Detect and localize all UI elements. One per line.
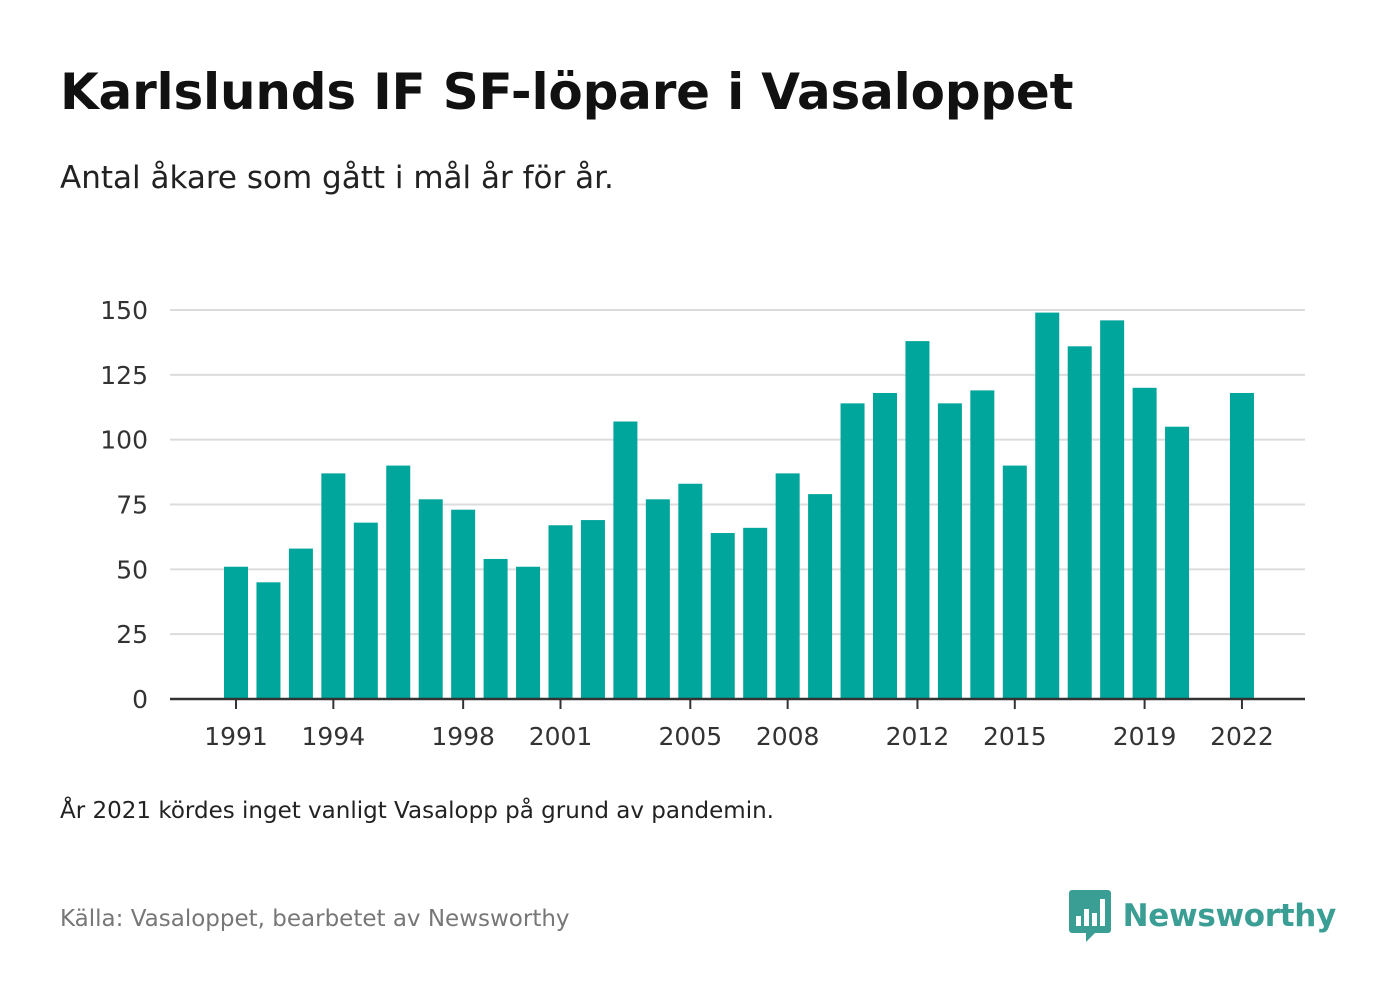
bar-1997 xyxy=(418,499,443,699)
bar-2005 xyxy=(678,483,703,699)
bar-2002 xyxy=(580,520,605,699)
bar-2022 xyxy=(1229,392,1254,699)
chart-subtitle: Antal åkare som gått i mål år för år. xyxy=(60,160,614,196)
x-tick-label-1991: 1991 xyxy=(204,722,268,751)
x-axis xyxy=(170,697,1305,709)
chart-source: Källa: Vasaloppet, bearbetet av Newswort… xyxy=(60,906,570,932)
bar-1994 xyxy=(321,473,346,699)
y-tick-label-25: 25 xyxy=(116,620,148,649)
bar-2020 xyxy=(1165,426,1190,699)
bar-2011 xyxy=(873,392,897,699)
bar-1996 xyxy=(386,465,411,699)
bar-1992 xyxy=(256,582,281,699)
bar-2014 xyxy=(970,390,995,699)
x-tick-label-2019: 2019 xyxy=(1113,722,1177,751)
x-tick-label-1994: 1994 xyxy=(302,722,366,751)
bar-2013 xyxy=(937,403,962,699)
x-axis-tick-labels: 1991 1994 1998 2001 2005 2008 2012 2015 2019 2022 xyxy=(204,722,1274,751)
x-tick-label-2022: 2022 xyxy=(1210,722,1274,751)
x-tick-label-2015: 2015 xyxy=(983,722,1047,751)
bar-2017 xyxy=(1067,346,1092,699)
chart-title: Karlslunds IF SF-löpare i Vasaloppet xyxy=(60,63,1074,121)
bar-2008 xyxy=(775,473,800,699)
bar-2007 xyxy=(743,527,768,699)
bar-2003 xyxy=(613,421,638,699)
brand-name: Newsworthy xyxy=(1122,898,1337,934)
bars xyxy=(224,312,1254,699)
bar-2019 xyxy=(1132,387,1157,699)
bar-2004 xyxy=(645,499,670,699)
bar-2016 xyxy=(1035,312,1060,699)
y-tick-label-100: 100 xyxy=(100,426,148,455)
bar-1993 xyxy=(288,548,313,699)
bar-1991 xyxy=(224,566,248,699)
bar-2000 xyxy=(516,566,541,699)
x-tick-label-2012: 2012 xyxy=(886,722,950,751)
bar-2015 xyxy=(1002,465,1027,699)
y-tick-label-125: 125 xyxy=(100,361,148,390)
x-tick-label-1998: 1998 xyxy=(431,722,495,751)
x-tick-label-2008: 2008 xyxy=(756,722,820,751)
chart-note: År 2021 kördes inget vanligt Vasalopp på… xyxy=(60,798,774,824)
bar-2010 xyxy=(840,403,865,699)
bar-2012 xyxy=(905,341,930,699)
y-tick-label-0: 0 xyxy=(132,685,148,714)
newsworthy-logo-icon xyxy=(1068,890,1111,942)
y-tick-label-50: 50 xyxy=(116,555,148,584)
bar-1995 xyxy=(353,522,378,699)
x-tick-label-2001: 2001 xyxy=(529,722,593,751)
bar-2001 xyxy=(548,525,573,699)
bar-2006 xyxy=(710,533,735,699)
y-tick-label-150: 150 xyxy=(100,296,148,325)
y-tick-label-75: 75 xyxy=(116,491,148,520)
y-axis-tick-labels: 0 25 50 75 100 125 150 xyxy=(100,296,148,714)
bar-1999 xyxy=(483,558,508,699)
x-tick-label-2005: 2005 xyxy=(658,722,722,751)
bar-1998 xyxy=(451,509,476,699)
brand-logo: Newsworthy xyxy=(1068,890,1337,942)
bar-2018 xyxy=(1100,320,1125,699)
bar-2009 xyxy=(808,494,833,699)
